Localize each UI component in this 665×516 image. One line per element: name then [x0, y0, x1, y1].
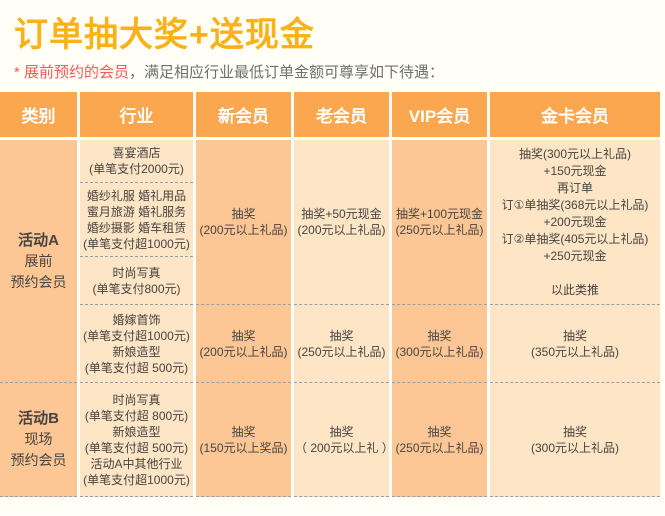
table-body: 活动A 展前 预约会员 喜宴酒店 (单笔支付2000元) 婚纱礼服 婚礼用品 蜜… — [0, 140, 660, 497]
activityA-category-sub: 展前 预约会员 — [10, 252, 67, 290]
note-highlight: 展前预约的会员 — [19, 64, 130, 81]
cell-activityA-old-1: 抽奖+50元现金 (200元以上礼品) — [294, 140, 389, 305]
page-title: 订单抽大奖+送现金 — [14, 16, 315, 54]
activityA-category-title: 活动A — [18, 231, 59, 249]
note-line: * 展前预约的会员，满足相应行业最低订单金额可尊享如下待遇： — [14, 63, 665, 83]
cell-activityB-gold: 抽奖 (300元以上礼品) — [490, 383, 660, 497]
header-category: 类别 — [0, 92, 77, 137]
cell-activityA-vip-1: 抽奖+100元现金 (250元以上礼品) — [392, 140, 487, 305]
cell-activityA-industry-wedding: 婚纱礼服 婚礼用品 蜜月旅游 婚礼服务 婚纱摄影 婚车租赁 (单笔支付超1000… — [80, 183, 193, 257]
cell-activityA-industry-jewelry: 婚嫁首饰 (单笔支付超1000元) 新娘造型 (单笔支付超 500元) — [80, 305, 193, 383]
cell-activityB-new: 抽奖 (150元以上奖品) — [196, 383, 291, 497]
header-old-member: 老会员 — [294, 92, 389, 137]
cell-activityA-gold-1: 抽奖(300元以上礼品) +150元现金 再订单 订①单抽奖(368元以上礼品)… — [490, 140, 660, 305]
activityB-category-sub: 现场 预约会员 — [10, 431, 67, 468]
cell-activityA-industry-banquet: 喜宴酒店 (单笔支付2000元) — [80, 140, 193, 183]
activityB-category-title: 活动B — [18, 410, 59, 427]
header-industry: 行业 — [80, 92, 193, 137]
note-star: * — [14, 64, 20, 81]
cell-activityA-new-1: 抽奖 (200元以上礼品) — [196, 140, 291, 305]
cell-activityA-industry-photo: 时尚写真 (单笔支付800元) — [80, 257, 193, 305]
cell-activityA-gold-2: 抽奖 (350元以上礼品) — [490, 305, 660, 383]
cell-activityB-old: 抽奖 （ 200元以上礼 ） — [294, 383, 394, 497]
cell-activityA-old-2: 抽奖 (250元以上礼品) — [294, 305, 389, 383]
header-new-member: 新会员 — [196, 92, 291, 137]
table-header-row: 类别 行业 新会员 老会员 VIP会员 金卡会员 — [0, 92, 660, 137]
cell-activityB-industry: 时尚写真 (单笔支付超 800元) 新娘造型 (单笔支付超 500元) 活动A中… — [80, 383, 193, 497]
header-vip-member: VIP会员 — [392, 92, 487, 137]
header-gold-member: 金卡会员 — [490, 92, 660, 137]
cell-activityB-vip: 抽奖 (250元以上礼品) — [392, 383, 487, 497]
cell-activityA-vip-2: 抽奖 (300元以上礼品) — [392, 305, 487, 383]
cell-activityB-category: 活动B 现场 预约会员 — [0, 383, 77, 497]
note-rest: ，满足相应行业最低订单金额可尊享如下待遇： — [129, 64, 445, 81]
cell-activityA-new-2: 抽奖 (200元以上礼品) — [196, 305, 291, 383]
cell-activityA-category: 活动A 展前 预约会员 — [0, 140, 77, 383]
